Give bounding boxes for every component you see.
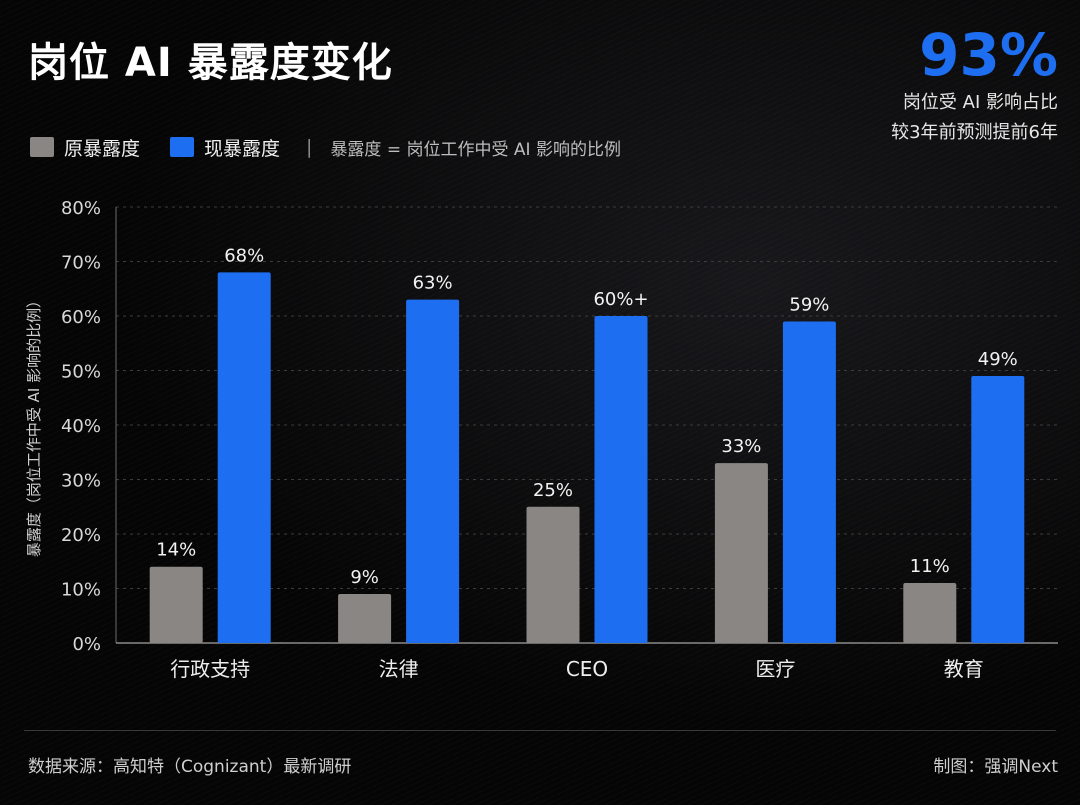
kpi-value: 93% — [919, 21, 1058, 89]
footer-divider — [24, 730, 1056, 731]
chart-title: 岗位 AI 暴露度变化 — [28, 40, 393, 86]
data-label-current: 63% — [413, 273, 453, 294]
data-label-original: 14% — [156, 540, 196, 561]
y-tick-label: 70% — [61, 253, 101, 274]
x-tick-label: CEO — [566, 657, 608, 681]
legend-swatch-original — [30, 137, 54, 157]
bar-current — [971, 375, 1025, 643]
x-tick-label: 教育 — [944, 657, 984, 681]
legend-swatch-current — [170, 137, 195, 157]
legend: 原暴露度 现暴露度 | 暴露度 = 岗位工作中受 AI 影响的比例 — [30, 134, 621, 160]
data-label-current: 68% — [224, 245, 264, 266]
data-label-current: 59% — [789, 294, 829, 315]
legend-item-original: 原暴露度 — [30, 134, 140, 161]
kpi-block: 93% 岗位受 AI 影响占比 较3年前预测提前6年 — [891, 22, 1058, 148]
y-tick-label: 40% — [61, 416, 101, 437]
x-tick-label: 法律 — [379, 657, 419, 681]
y-tick-label: 20% — [61, 525, 101, 546]
y-tick-label: 80% — [61, 198, 101, 219]
bar-current — [594, 316, 648, 643]
y-tick-label: 50% — [61, 362, 101, 383]
x-tick-label: 医疗 — [755, 657, 795, 681]
data-label-original: 33% — [721, 436, 761, 457]
bar-current — [217, 272, 271, 643]
legend-item-current: 现暴露度 — [170, 134, 280, 161]
bar-current — [406, 299, 460, 643]
x-tick-label: 行政支持 — [170, 657, 250, 681]
legend-label-original: 原暴露度 — [64, 137, 141, 160]
y-axis-title: 暴露度（岗位工作中受 AI 影响的比例） — [25, 293, 43, 557]
data-label-original: 11% — [910, 556, 950, 577]
y-tick-label: 30% — [61, 471, 101, 492]
legend-separator: | — [306, 136, 313, 158]
kpi-caption-2: 较3年前预测提前6年 — [891, 122, 1058, 143]
bar-current — [782, 321, 836, 643]
bar-original — [149, 566, 203, 643]
y-tick-label: 60% — [61, 307, 101, 328]
data-label-original: 25% — [533, 480, 573, 501]
y-tick-label: 10% — [61, 580, 101, 601]
legend-note: 暴露度 = 岗位工作中受 AI 影响的比例 — [330, 139, 621, 160]
y-tick-label: 0% — [72, 634, 101, 655]
bar-original — [714, 463, 768, 643]
data-label-current: 49% — [978, 349, 1018, 370]
legend-label-current: 现暴露度 — [204, 137, 281, 160]
data-source: 数据来源：高知特（Cognizant）最新调研 — [28, 757, 352, 777]
data-label-original: 9% — [350, 567, 379, 588]
bar-original — [903, 583, 957, 643]
data-label-current: 60%+ — [593, 289, 648, 310]
bar-original — [338, 593, 392, 643]
kpi-caption-1: 岗位受 AI 影响占比 — [902, 92, 1058, 113]
bar-chart: 0% 10% 20% 30% 40% 50% 60% 70% 80% 暴露度（岗位工作中受 AI … — [25, 198, 1058, 681]
chart-credit: 制图：强调Next — [933, 757, 1058, 777]
bar-original — [526, 506, 580, 643]
